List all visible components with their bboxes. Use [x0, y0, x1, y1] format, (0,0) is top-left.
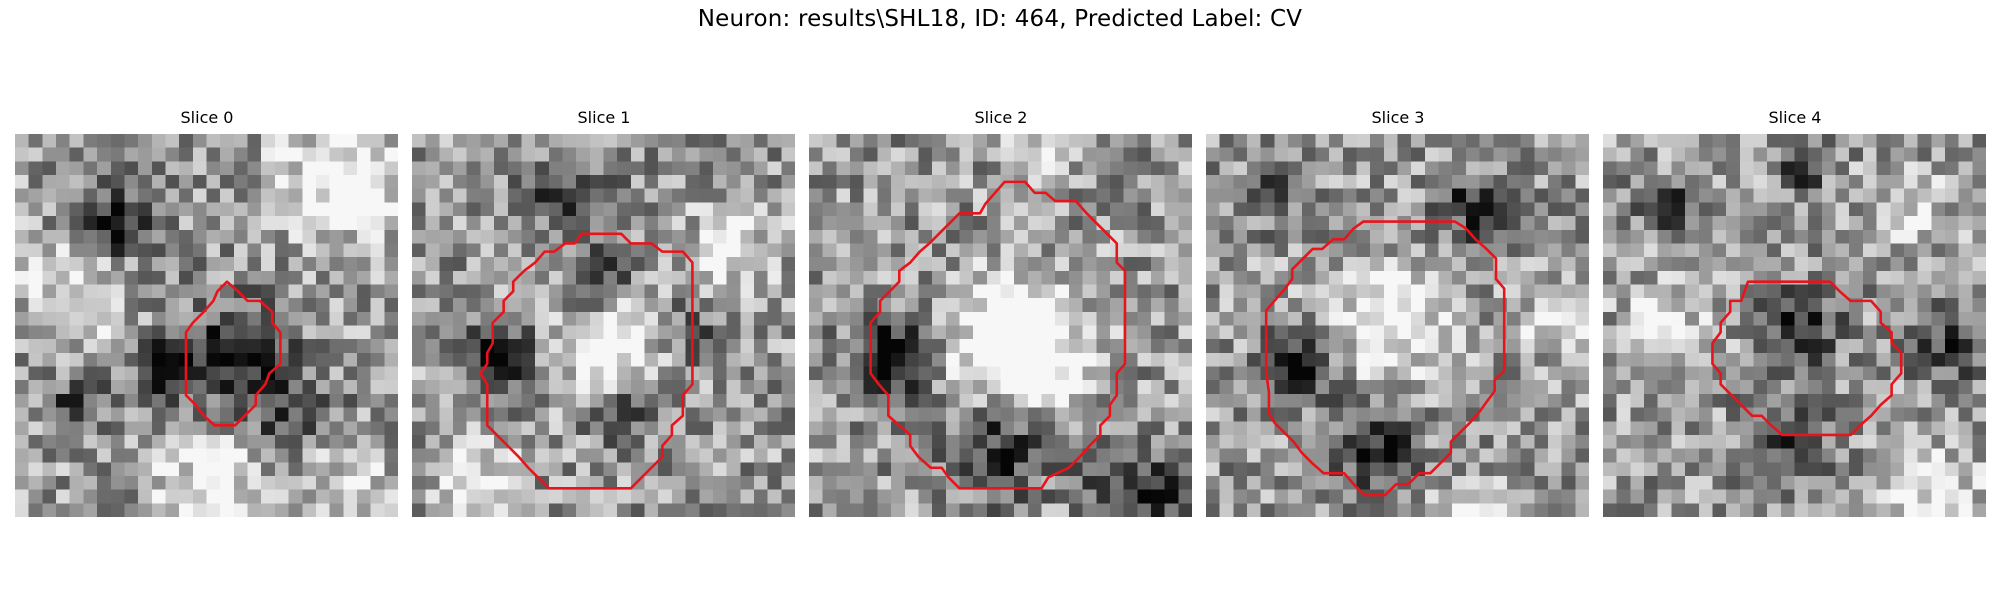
slice-title: Slice 3: [1371, 108, 1425, 127]
slice-panel-0: Slice 0: [15, 108, 399, 520]
slice-panel-4: Slice 4: [1603, 108, 1987, 520]
slice-image: [1603, 134, 1986, 517]
slice-image: [809, 134, 1192, 517]
slice-title: Slice 0: [180, 108, 234, 127]
contour-line: [871, 182, 1125, 488]
contour-line: [1712, 282, 1901, 435]
slice-image: [1206, 134, 1589, 517]
slice-image: [15, 134, 398, 517]
contour-line: [1266, 222, 1504, 496]
figure-title: Neuron: results\SHL18, ID: 464, Predicte…: [697, 6, 1303, 32]
roi-contour: [1206, 134, 1589, 517]
slice-title: Slice 4: [1768, 108, 1822, 127]
roi-contour: [15, 134, 398, 517]
slice-panel-1: Slice 1: [412, 108, 796, 520]
slice-panel-3: Slice 3: [1206, 108, 1590, 520]
slice-image: [412, 134, 795, 517]
contour-line: [186, 282, 280, 426]
roi-contour: [412, 134, 795, 517]
slice-panel-2: Slice 2: [809, 108, 1193, 520]
slice-title: Slice 1: [577, 108, 631, 127]
slice-title: Slice 2: [974, 108, 1028, 127]
contour-line: [480, 234, 692, 488]
roi-contour: [809, 134, 1192, 517]
roi-contour: [1603, 134, 1986, 517]
